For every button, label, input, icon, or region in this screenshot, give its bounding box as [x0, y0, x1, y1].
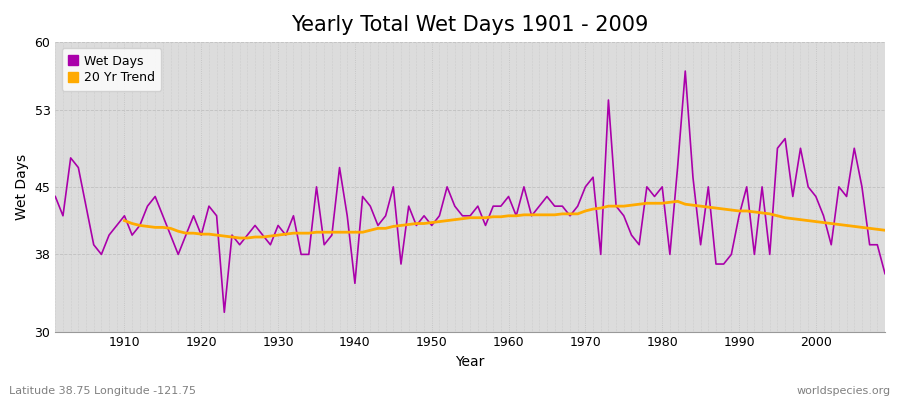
Wet Days — [50, 194, 60, 199]
X-axis label: Year: Year — [455, 355, 485, 369]
20 Yr Trend — [303, 231, 314, 236]
Title: Yearly Total Wet Days 1901 - 2009: Yearly Total Wet Days 1901 - 2009 — [292, 15, 649, 35]
20 Yr Trend — [833, 222, 844, 227]
20 Yr Trend — [518, 212, 529, 217]
Text: worldspecies.org: worldspecies.org — [796, 386, 891, 396]
20 Yr Trend — [273, 233, 284, 238]
20 Yr Trend — [119, 218, 130, 223]
Wet Days — [511, 213, 522, 218]
Wet Days — [288, 213, 299, 218]
Legend: Wet Days, 20 Yr Trend: Wet Days, 20 Yr Trend — [61, 48, 161, 91]
Text: Latitude 38.75 Longitude -121.75: Latitude 38.75 Longitude -121.75 — [9, 386, 196, 396]
Y-axis label: Wet Days: Wet Days — [15, 154, 29, 220]
Wet Days — [879, 271, 890, 276]
20 Yr Trend — [879, 228, 890, 233]
20 Yr Trend — [580, 208, 590, 213]
Wet Days — [603, 98, 614, 102]
Wet Days — [112, 223, 122, 228]
20 Yr Trend — [672, 199, 683, 204]
Wet Days — [503, 194, 514, 199]
Line: Wet Days: Wet Days — [55, 71, 885, 312]
Line: 20 Yr Trend: 20 Yr Trend — [124, 201, 885, 238]
Wet Days — [334, 165, 345, 170]
Wet Days — [219, 310, 230, 315]
20 Yr Trend — [857, 225, 868, 230]
20 Yr Trend — [234, 236, 245, 240]
Wet Days — [680, 69, 690, 74]
